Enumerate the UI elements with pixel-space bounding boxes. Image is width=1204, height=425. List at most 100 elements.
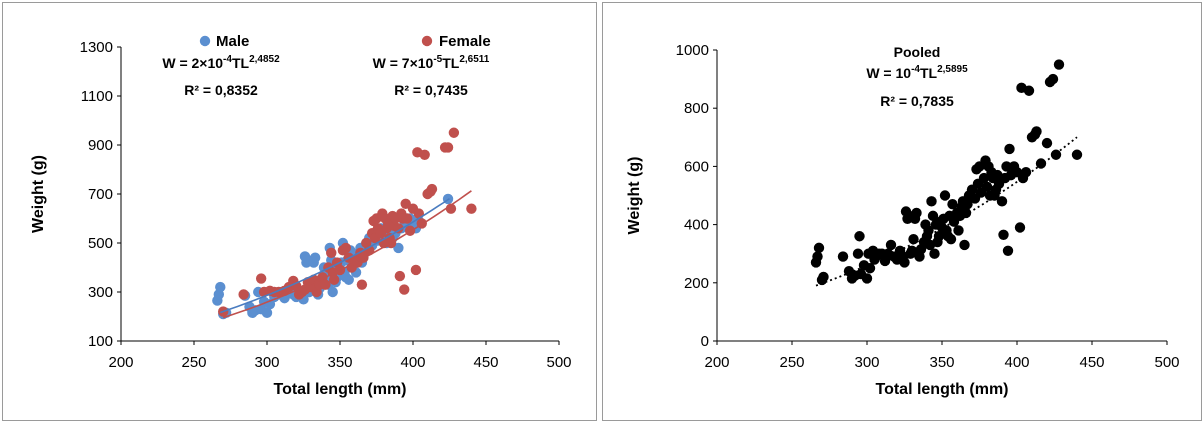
data-point-pooled xyxy=(945,233,957,245)
data-point-pooled xyxy=(959,239,970,251)
x-tick-label: 200 xyxy=(704,354,729,371)
data-point-female xyxy=(393,223,404,234)
data-point-pooled xyxy=(1023,85,1035,96)
x-tick-label: 500 xyxy=(1154,354,1179,371)
data-point-female xyxy=(326,247,337,258)
y-tick-label: 700 xyxy=(88,186,113,203)
data-point-female xyxy=(340,242,352,254)
equation-pooled: W = 10-4TL2,5895 xyxy=(866,64,968,81)
data-point-pooled xyxy=(998,229,1009,240)
r-squared-female: R² = 0,7435 xyxy=(394,82,468,98)
x-axis-title: Total length (mm) xyxy=(875,381,1008,398)
data-point-female xyxy=(328,274,340,285)
data-point-pooled xyxy=(812,251,823,262)
data-point-female xyxy=(238,289,249,300)
equation-pooled-exp1: -4 xyxy=(911,64,920,75)
data-point-female xyxy=(410,264,422,276)
data-point-pooled xyxy=(1002,245,1014,256)
data-point-female xyxy=(442,142,454,153)
equation-female-exp2: 2,6511 xyxy=(459,54,489,65)
equation-female: W = 7×10-5TL2,6511 xyxy=(373,54,490,71)
x-tick-label: 450 xyxy=(1079,354,1104,371)
y-tick-label: 300 xyxy=(88,284,113,301)
y-tick-label: 500 xyxy=(88,235,113,252)
data-point-pooled xyxy=(861,273,873,284)
data-point-female xyxy=(448,127,460,138)
y-axis-title: Weight (g) xyxy=(30,155,47,233)
data-point-pooled xyxy=(1041,137,1053,149)
data-point-male xyxy=(215,281,226,293)
data-point-pooled xyxy=(908,233,919,245)
data-point-pooled xyxy=(996,196,1008,207)
data-point-pooled xyxy=(1001,161,1012,172)
data-point-female xyxy=(400,198,411,209)
y-tick-label: 200 xyxy=(684,275,709,292)
equation-male-mid: TL xyxy=(232,55,250,71)
y-tick-label: 1300 xyxy=(80,39,113,56)
x-tick-label: 500 xyxy=(546,354,571,371)
legend-label-female: Female xyxy=(439,33,491,50)
x-tick-label: 300 xyxy=(854,354,879,371)
data-point-pooled xyxy=(933,231,945,242)
x-tick-label: 250 xyxy=(181,354,206,371)
data-point-pooled xyxy=(1047,73,1059,85)
equation-male-exp1: -4 xyxy=(223,54,232,65)
data-point-male xyxy=(343,274,354,285)
data-point-female xyxy=(356,279,368,290)
data-point-pooled xyxy=(885,239,897,251)
data-point-pooled xyxy=(1020,167,1032,178)
data-point-pooled xyxy=(929,248,940,259)
data-point-pooled xyxy=(1014,222,1026,233)
data-point-male xyxy=(393,242,404,254)
data-point-pooled xyxy=(978,172,990,184)
y-tick-label: 600 xyxy=(684,158,709,175)
x-tick-label: 300 xyxy=(254,354,279,371)
data-point-female xyxy=(419,149,430,160)
data-point-pooled xyxy=(947,199,958,210)
y-tick-label: 0 xyxy=(701,333,709,350)
data-point-male xyxy=(309,252,321,263)
y-tick-label: 900 xyxy=(88,137,113,154)
series-pooled xyxy=(810,59,1083,286)
data-point-pooled xyxy=(939,190,951,201)
equation-pooled-exp2: 2,5895 xyxy=(937,64,968,75)
data-point-female xyxy=(255,273,267,284)
x-tick-label: 350 xyxy=(929,354,954,371)
y-axis-title: Weight (g) xyxy=(626,157,643,235)
equation-female-mid: TL xyxy=(442,55,460,71)
equation-female-lhs: W = 7×10 xyxy=(373,55,434,71)
data-point-female xyxy=(399,284,410,295)
panel-pooled: 200 250 300 350 400 450 500 0 200 400 600 800 1000 To… xyxy=(602,2,1202,421)
data-point-pooled xyxy=(911,207,922,219)
data-point-female xyxy=(426,183,438,195)
y-tick-label: 400 xyxy=(684,217,709,234)
x-tick-label: 350 xyxy=(327,354,352,371)
x-tick-label: 400 xyxy=(1004,354,1029,371)
data-point-pooled xyxy=(962,199,973,210)
data-point-pooled xyxy=(926,196,937,207)
data-point-pooled xyxy=(1053,59,1065,70)
equation-male-lhs: W = 2×10 xyxy=(162,55,223,71)
equation-male-exp2: 2,4852 xyxy=(249,54,280,65)
data-point-pooled xyxy=(813,242,825,254)
panel-male-female: 200 250 300 350 400 450 500 100 300 500 700 900 1100… xyxy=(2,2,597,421)
data-point-pooled xyxy=(1050,149,1062,160)
y-tick-label: 1100 xyxy=(81,88,113,105)
data-point-pooled xyxy=(1071,149,1083,160)
r-squared-pooled: R² = 0,7835 xyxy=(880,93,954,109)
x-tick-label: 250 xyxy=(779,354,804,371)
legend-label-male: Male xyxy=(216,33,249,50)
data-point-pooled xyxy=(852,248,864,259)
x-tick-label: 400 xyxy=(400,354,425,371)
trendline-male xyxy=(220,198,450,314)
x-axis-title: Total length (mm) xyxy=(273,381,406,398)
data-point-pooled xyxy=(981,181,993,192)
chart-male-female: 200 250 300 350 400 450 500 100 300 500 700 900 1100… xyxy=(30,33,572,398)
legend-marker-female xyxy=(421,35,433,47)
y-tick-label: 800 xyxy=(684,100,709,117)
data-point-pooled xyxy=(927,210,939,222)
chart-pooled: 200 250 300 350 400 450 500 0 200 400 600 800 1000 To… xyxy=(626,42,1180,398)
y-tick-label: 1000 xyxy=(676,42,709,59)
data-point-male xyxy=(327,286,338,298)
